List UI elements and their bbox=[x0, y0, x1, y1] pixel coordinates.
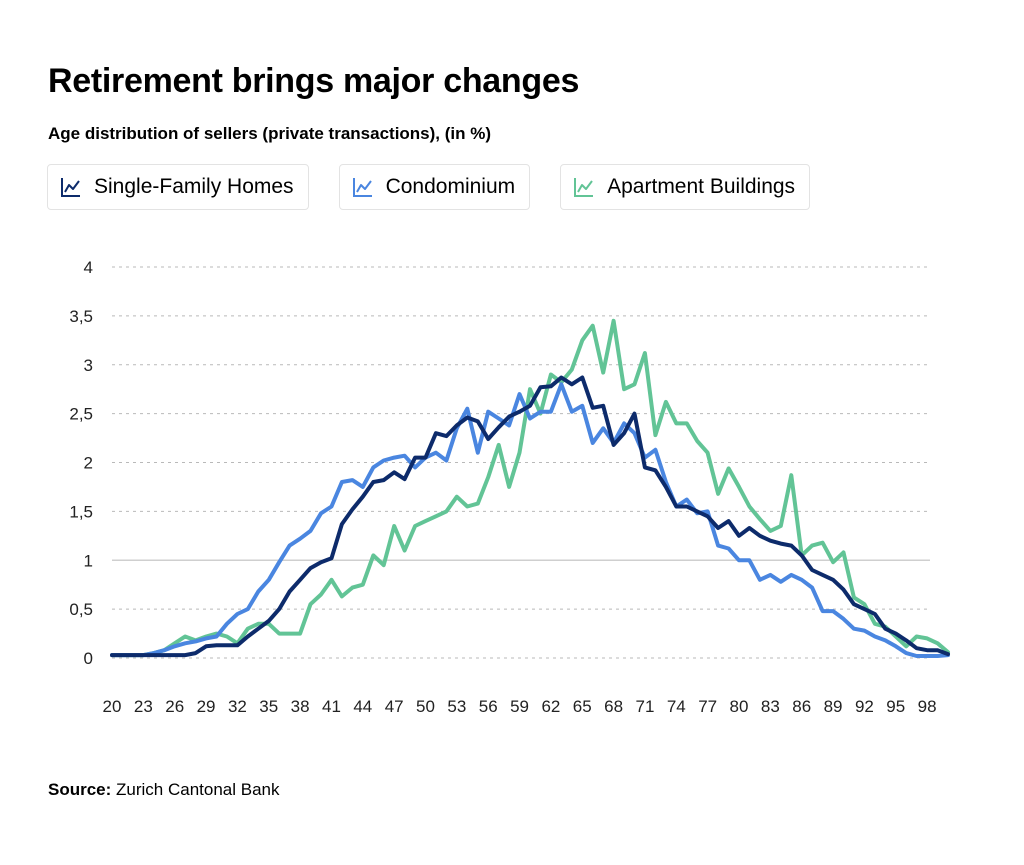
y-tick-label: 3,5 bbox=[69, 307, 93, 326]
x-tick-label: 65 bbox=[573, 697, 592, 716]
x-tick-label: 23 bbox=[134, 697, 153, 716]
legend-label: Apartment Buildings bbox=[607, 175, 796, 198]
x-tick-label: 62 bbox=[541, 697, 560, 716]
grid-lines bbox=[112, 266, 930, 659]
legend-item-apartment-buildings[interactable]: Apartment Buildings bbox=[560, 164, 811, 210]
chart-title: Retirement brings major changes bbox=[48, 62, 580, 100]
legend: Single-Family Homes Condominium Apartment … bbox=[47, 164, 840, 210]
x-tick-label: 20 bbox=[103, 697, 122, 716]
y-tick-label: 4 bbox=[84, 258, 93, 277]
y-tick-label: 2 bbox=[84, 454, 93, 473]
x-tick-label: 38 bbox=[291, 697, 310, 716]
source-text: Zurich Cantonal Bank bbox=[116, 780, 280, 799]
x-axis-ticks: 20 23 26 29 32 35 38 41 44 47 50 53 56 59 62 65 68 71 74 77… bbox=[103, 697, 937, 716]
source-label: Source: bbox=[48, 780, 112, 799]
x-tick-label: 56 bbox=[479, 697, 498, 716]
x-tick-label: 68 bbox=[604, 697, 623, 716]
line-chart: 0 0,5 1 1,5 2 2,5 3 3,5 4 20 23 26 29 32 35 38 41 44 47 50… bbox=[69, 258, 950, 716]
series-line-condominium bbox=[110, 382, 950, 658]
legend-label: Condominium bbox=[385, 175, 516, 198]
y-tick-label: 2,5 bbox=[69, 405, 93, 424]
x-tick-label: 50 bbox=[416, 697, 435, 716]
x-tick-label: 53 bbox=[447, 697, 466, 716]
legend-item-condominium[interactable]: Condominium bbox=[338, 164, 531, 210]
x-tick-label: 77 bbox=[698, 697, 717, 716]
y-tick-label: 1 bbox=[84, 551, 93, 570]
series-lines bbox=[110, 318, 950, 658]
x-tick-label: 86 bbox=[792, 697, 811, 716]
y-axis-ticks: 0 0,5 1 1,5 2 2,5 3 3,5 4 bbox=[69, 258, 93, 668]
x-tick-label: 98 bbox=[918, 697, 937, 716]
x-tick-label: 71 bbox=[635, 697, 654, 716]
legend-item-single-family-homes[interactable]: Single-Family Homes bbox=[47, 164, 309, 210]
x-tick-label: 29 bbox=[197, 697, 216, 716]
line-chart-icon bbox=[61, 178, 80, 197]
line-chart-icon bbox=[352, 178, 372, 197]
x-tick-label: 35 bbox=[259, 697, 278, 716]
x-tick-label: 80 bbox=[730, 697, 749, 716]
y-tick-label: 1,5 bbox=[69, 502, 93, 521]
x-tick-label: 83 bbox=[761, 697, 780, 716]
y-tick-label: 3 bbox=[84, 356, 93, 375]
x-tick-label: 32 bbox=[228, 697, 247, 716]
y-tick-label: 0,5 bbox=[69, 600, 93, 619]
x-tick-label: 26 bbox=[165, 697, 184, 716]
x-tick-label: 44 bbox=[353, 697, 372, 716]
series-line-apartment-buildings bbox=[110, 318, 950, 658]
x-tick-label: 59 bbox=[510, 697, 529, 716]
series-line-single-family-homes bbox=[110, 375, 950, 658]
x-tick-label: 92 bbox=[855, 697, 874, 716]
legend-label: Single-Family Homes bbox=[94, 175, 294, 198]
y-tick-label: 0 bbox=[84, 649, 93, 668]
x-tick-label: 89 bbox=[824, 697, 843, 716]
x-tick-label: 74 bbox=[667, 697, 686, 716]
source-note: Source: Zurich Cantonal Bank bbox=[48, 780, 280, 800]
x-tick-label: 47 bbox=[385, 697, 404, 716]
chart-subtitle: Age distribution of sellers (private tra… bbox=[48, 124, 492, 143]
x-tick-label: 95 bbox=[886, 697, 905, 716]
line-chart-icon bbox=[574, 178, 594, 197]
x-tick-label: 41 bbox=[322, 697, 341, 716]
